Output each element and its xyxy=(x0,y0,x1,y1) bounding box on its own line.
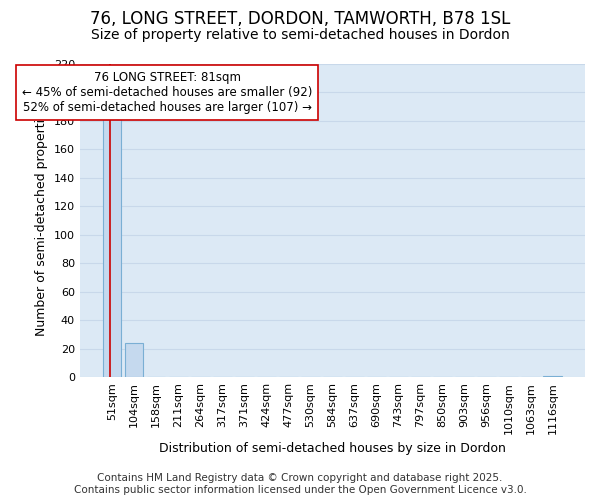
Bar xyxy=(125,343,143,377)
Text: 76, LONG STREET, DORDON, TAMWORTH, B78 1SL: 76, LONG STREET, DORDON, TAMWORTH, B78 1… xyxy=(90,10,510,28)
Text: 76 LONG STREET: 81sqm
← 45% of semi-detached houses are smaller (92)
52% of semi: 76 LONG STREET: 81sqm ← 45% of semi-deta… xyxy=(22,71,313,114)
Bar xyxy=(544,376,562,377)
Text: Size of property relative to semi-detached houses in Dordon: Size of property relative to semi-detach… xyxy=(91,28,509,42)
Y-axis label: Number of semi-detached properties: Number of semi-detached properties xyxy=(35,105,48,336)
Bar xyxy=(103,120,121,377)
Text: Contains HM Land Registry data © Crown copyright and database right 2025.
Contai: Contains HM Land Registry data © Crown c… xyxy=(74,474,526,495)
X-axis label: Distribution of semi-detached houses by size in Dordon: Distribution of semi-detached houses by … xyxy=(159,442,506,455)
